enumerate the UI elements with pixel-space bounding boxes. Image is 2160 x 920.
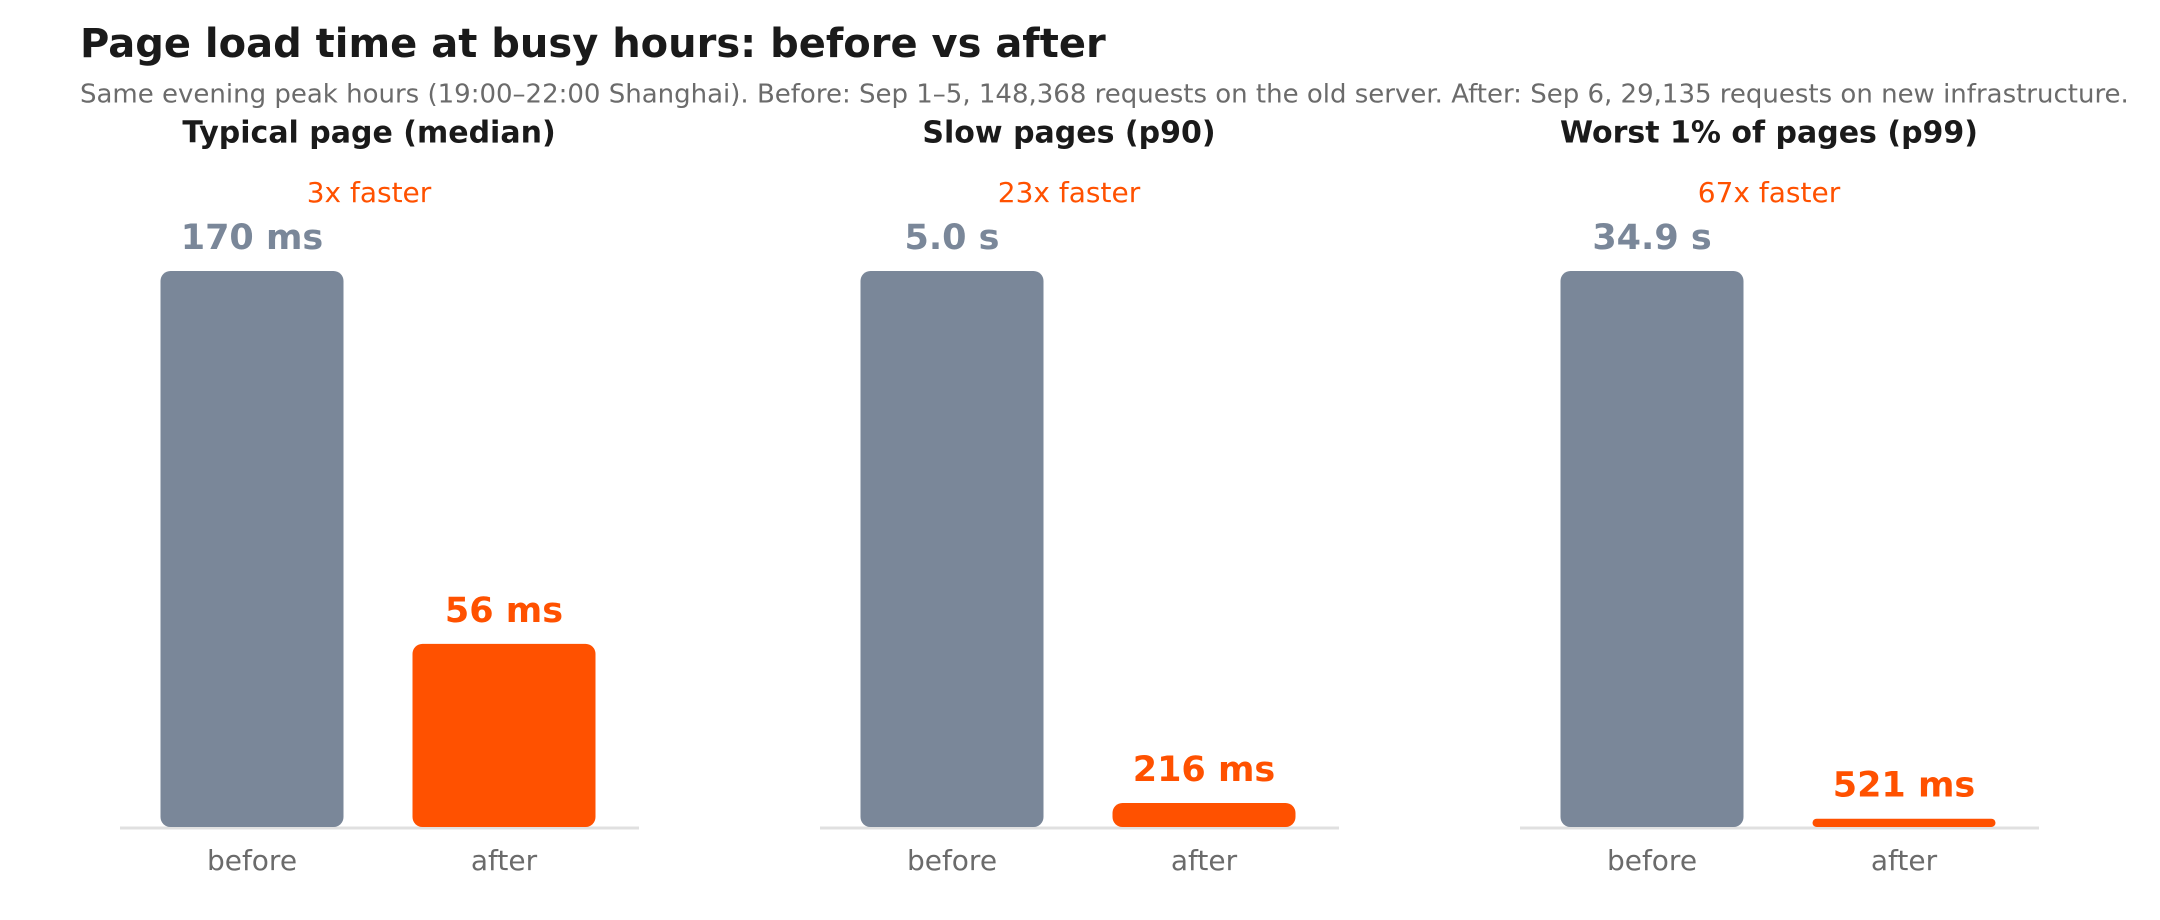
x-tick-label: before [1607, 844, 1697, 877]
bar [1560, 271, 1744, 827]
panel-title: Typical page (median) [182, 116, 555, 151]
bar [412, 643, 596, 827]
x-tick-label: before [907, 844, 997, 877]
value-label: 5.0 s [904, 218, 999, 258]
value-label: 34.9 s [1592, 218, 1711, 258]
x-tick-label: before [207, 844, 297, 877]
x-tick-label: after [1871, 844, 1938, 877]
value-label: 56 ms [445, 591, 563, 631]
bar [1112, 802, 1296, 827]
chart-title: Page load time at busy hours: before vs … [80, 21, 1106, 67]
annotation: 3x faster [307, 176, 432, 209]
bar [860, 271, 1044, 827]
value-label: 170 ms [181, 218, 324, 258]
bar [1812, 818, 1996, 827]
annotation: 23x faster [998, 176, 1141, 209]
value-label: 521 ms [1833, 766, 1976, 806]
bar [160, 271, 344, 827]
annotation: 67x faster [1698, 176, 1841, 209]
x-tick-label: after [1171, 844, 1238, 877]
chart-subtitle: Same evening peak hours (19:00–22:00 Sha… [80, 80, 2129, 110]
panel-title: Worst 1% of pages (p99) [1560, 116, 1978, 151]
x-tick-label: after [471, 844, 538, 877]
panel-title: Slow pages (p90) [922, 116, 1215, 151]
value-label: 216 ms [1133, 750, 1276, 790]
